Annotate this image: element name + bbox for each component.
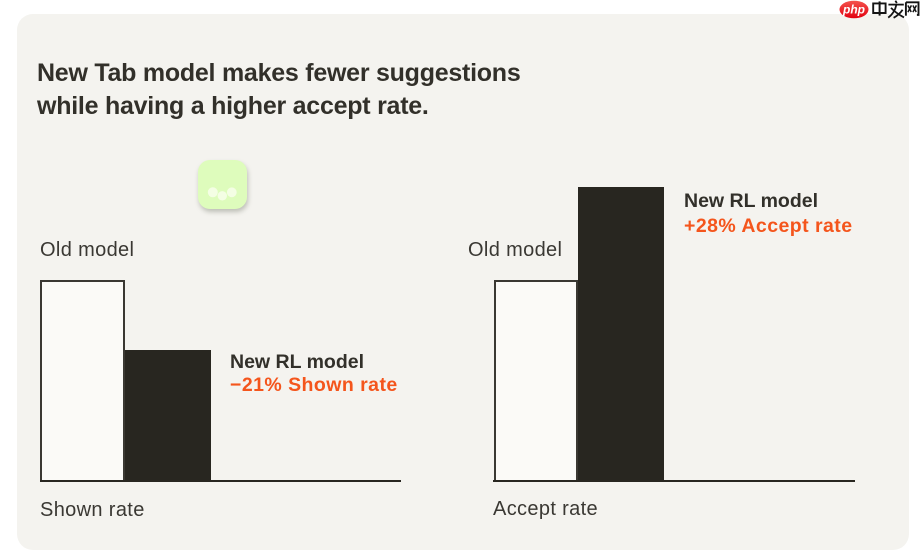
svg-text:php: php <box>842 3 865 17</box>
